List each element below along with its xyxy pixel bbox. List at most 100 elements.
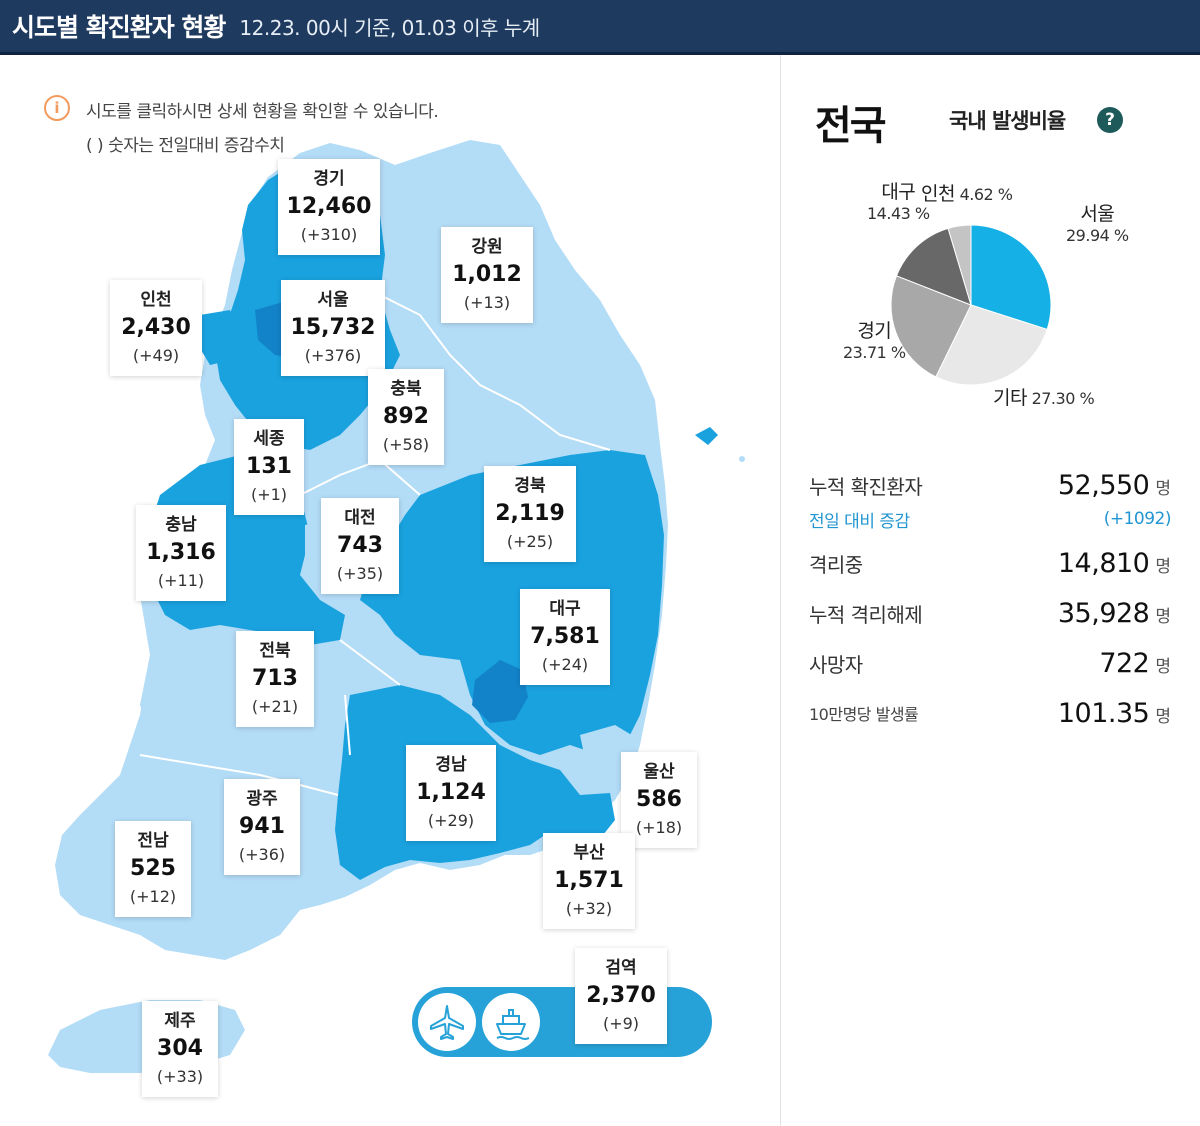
- pie-slice-3: [895, 227, 972, 306]
- region-diff: (+29): [427, 811, 475, 830]
- national-title: 전국: [815, 103, 887, 149]
- region-name: 대구: [549, 599, 581, 619]
- region-name: 강원: [471, 237, 503, 257]
- region-card-daejeon[interactable]: 대전 743 (+35): [321, 498, 399, 594]
- airplane-icon: [418, 993, 476, 1051]
- region-name: 경북: [514, 476, 546, 496]
- region-diff: (+21): [251, 697, 299, 716]
- quarantine-bar: [412, 987, 712, 1057]
- pie-slice-4: [947, 224, 972, 306]
- stat-label: 사망자: [809, 652, 863, 677]
- region-total: 525: [130, 856, 176, 881]
- region-name: 검역: [605, 958, 637, 978]
- stat-unit: 명: [1155, 606, 1171, 627]
- stat-label: 전일 대비 증감: [809, 511, 910, 532]
- region-name: 전북: [259, 641, 291, 661]
- stat-daily-change: 전일 대비 증감 (+1092): [809, 504, 1172, 534]
- region-total: 743: [337, 533, 383, 558]
- map-region-islet: [739, 456, 745, 462]
- ship-icon: [482, 993, 540, 1051]
- region-card-jeonbuk[interactable]: 전북 713 (+21): [236, 631, 314, 727]
- region-name: 전남: [137, 831, 169, 851]
- stat-cumulative: 누적 확진환자 52,550 명: [809, 460, 1171, 510]
- region-name: 광주: [246, 789, 278, 809]
- region-name: 경기: [313, 169, 345, 189]
- region-diff: (+18): [635, 818, 683, 837]
- region-diff: (+58): [382, 435, 430, 454]
- region-diff: (+376): [304, 346, 362, 365]
- region-name: 울산: [643, 762, 675, 782]
- region-card-gyeongnam[interactable]: 경남 1,124 (+29): [406, 745, 496, 841]
- header-bar: 시도별 확진환자 현황 12.23. 00시 기준, 01.03 이후 누계: [0, 0, 1200, 55]
- stat-label: 격리중: [809, 552, 863, 577]
- region-name: 인천: [140, 290, 172, 310]
- stat-unit: 명: [1155, 556, 1171, 577]
- region-card-quarantine[interactable]: 검역 2,370 (+9): [575, 948, 667, 1044]
- region-total: 15,732: [290, 315, 376, 340]
- stat-label: 누적 확진환자: [809, 474, 923, 499]
- pie-slice-1: [935, 304, 1048, 386]
- map-panel: i 시도를 클릭하시면 상세 현황을 확인할 수 있습니다. ( ) 숫자는 전…: [0, 55, 780, 1126]
- pie-label-incheon: 인천 4.62 %: [921, 183, 1013, 205]
- region-name: 충남: [165, 515, 197, 535]
- stats-table: 누적 확진환자 52,550 명 전일 대비 증감 (+1092) 격리중 14,…: [809, 460, 1172, 738]
- stat-isolating: 격리중 14,810 명: [809, 538, 1171, 588]
- region-name: 경남: [435, 755, 467, 775]
- stat-unit: 명: [1155, 478, 1171, 499]
- stat-unit: 명: [1155, 706, 1171, 727]
- stat-label: 10만명당 발생률: [809, 705, 919, 724]
- region-name: 대전: [344, 508, 376, 528]
- stat-value: 101.35: [1057, 697, 1150, 729]
- help-icon[interactable]: ?: [1097, 107, 1123, 133]
- national-panel: 전국 국내 발생비율 ? 서울 29.94 % 기타 27.30 % 경기 23…: [780, 55, 1200, 1126]
- region-name: 제주: [164, 1011, 196, 1031]
- map-region-incheon[interactable]: [198, 310, 240, 365]
- region-diff: (+9): [602, 1014, 640, 1033]
- region-card-gwangju[interactable]: 광주 941 (+36): [224, 779, 300, 875]
- region-diff: (+13): [463, 293, 511, 312]
- map-region-dokdo: [695, 427, 718, 445]
- stat-value: 35,928: [1057, 597, 1150, 629]
- region-card-sejong[interactable]: 세종 131 (+1): [234, 419, 304, 515]
- region-total: 1,012: [452, 262, 522, 287]
- region-card-busan[interactable]: 부산 1,571 (+32): [543, 833, 635, 929]
- stat-value: (+1092): [1103, 509, 1172, 529]
- pie-slice-0: [970, 224, 1052, 331]
- map-region-daegu[interactable]: [472, 660, 528, 723]
- region-card-gyeongbuk[interactable]: 경북 2,119 (+25): [484, 466, 576, 562]
- pie-label-daegu: 대구 14.43 %: [867, 181, 930, 223]
- region-card-chungbuk[interactable]: 충북 892 (+58): [368, 369, 444, 465]
- notice-line-2: ( ) 숫자는 전일대비 증감수치: [86, 136, 285, 156]
- region-diff: (+24): [541, 655, 589, 674]
- region-total: 304: [157, 1036, 203, 1061]
- stat-value: 722: [1099, 647, 1150, 679]
- region-card-daegu[interactable]: 대구 7,581 (+24): [520, 589, 610, 685]
- ratio-label: 국내 발생비율: [949, 109, 1066, 133]
- pie-label-seoul: 서울 29.94 %: [1066, 203, 1129, 245]
- stat-released: 누적 격리해제 35,928 명: [809, 588, 1171, 638]
- stat-value: 14,810: [1057, 547, 1150, 579]
- region-card-jeju[interactable]: 제주 304 (+33): [142, 1001, 218, 1097]
- region-card-chungnam[interactable]: 충남 1,316 (+11): [136, 505, 226, 601]
- region-diff: (+310): [300, 225, 358, 244]
- region-total: 1,316: [146, 540, 216, 565]
- stat-deaths: 사망자 722 명: [809, 638, 1171, 688]
- map-borders: [139, 294, 611, 796]
- region-card-gangwon[interactable]: 강원 1,012 (+13): [441, 227, 533, 323]
- region-total: 892: [383, 404, 429, 429]
- region-card-ulsan[interactable]: 울산 586 (+18): [621, 752, 697, 848]
- region-diff: (+25): [506, 532, 554, 551]
- pie-slice-2: [890, 275, 972, 378]
- region-card-gyeonggi[interactable]: 경기 12,460 (+310): [278, 159, 380, 255]
- region-total: 131: [246, 454, 292, 479]
- region-card-incheon[interactable]: 인천 2,430 (+49): [110, 280, 202, 376]
- region-card-jeonnam[interactable]: 전남 525 (+12): [115, 821, 191, 917]
- notice-line-1: 시도를 클릭하시면 상세 현황을 확인할 수 있습니다.: [86, 102, 439, 122]
- region-diff: (+36): [238, 845, 286, 864]
- region-diff: (+33): [156, 1067, 204, 1086]
- region-total: 941: [239, 814, 285, 839]
- stat-label: 누적 격리해제: [809, 602, 923, 627]
- region-name: 세종: [253, 429, 285, 449]
- region-card-seoul[interactable]: 서울 15,732 (+376): [281, 280, 385, 376]
- region-diff: (+49): [132, 346, 180, 365]
